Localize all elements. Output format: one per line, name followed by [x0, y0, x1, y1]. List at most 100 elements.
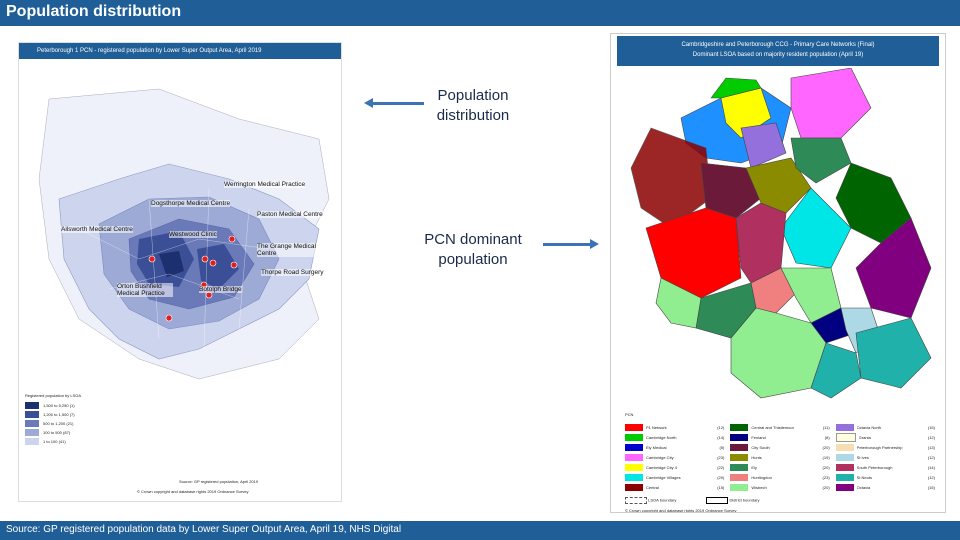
pcn-legend-item: Granta (12) — [835, 432, 935, 442]
pcn-count: (14) — [717, 434, 725, 440]
pcn-legend-item: Cambridge Villages (20) — [625, 473, 724, 481]
legend-row: 1 to 100 (41) — [25, 437, 81, 446]
pcn-name: Central — [646, 484, 659, 490]
arrow-left-icon — [364, 98, 424, 108]
pcn-count: (20) — [822, 444, 830, 450]
pcn-count: (23) — [822, 474, 830, 480]
label-werrington: Werrington Medical Practice — [224, 181, 306, 188]
pcn-name: Peterborough Partnership — [856, 444, 903, 450]
pcn-count: (23) — [717, 454, 725, 460]
pcn-legend-item: Cambridge North (14) — [625, 433, 724, 441]
pcn-count: (12) — [927, 454, 935, 460]
legend-count: (21) — [66, 421, 74, 426]
pcn-count: (8) — [824, 434, 830, 440]
pcn-count: (12) — [717, 424, 725, 430]
pcn-legend-item: Cambridge City 4 (22) — [625, 463, 724, 471]
label-botolph: Botolph Bridge — [199, 286, 242, 293]
pcn-legend-item: Fenland (8) — [730, 433, 830, 441]
pcn-count: (15) — [717, 484, 725, 490]
pcn-count: (12) — [927, 474, 935, 480]
pcn-legend-item: Huntingdon (23) — [730, 473, 830, 481]
pcn-name: South Peterborough — [856, 464, 893, 470]
pcn-count: (19) — [822, 454, 830, 460]
population-map: Peterborough 1 PCN - registered populati… — [18, 42, 342, 502]
population-map-footnote-2: © Crown copyright and database rights 20… — [137, 489, 249, 494]
page-title: Population distribution — [6, 3, 182, 20]
pcn-name: P1 Network — [646, 424, 667, 430]
pcn-count: (12) — [927, 434, 935, 440]
legend-count: (1) — [69, 403, 75, 408]
legend-swatch — [25, 438, 39, 445]
pcn-legend-item: Peterborough Partnership (13) — [835, 443, 935, 451]
pcn-legend-item: City South (20) — [730, 443, 830, 451]
legend-range: 1,200 to 1,500 — [43, 412, 69, 417]
pcn-legend-item: Hunts (19) — [730, 453, 830, 461]
label-thorpe: Thorpe Road Surgery — [261, 269, 324, 276]
district-boundary-label: District boundary — [729, 497, 760, 503]
label-dogsthorpe: Dogsthorpe Medical Centre — [151, 200, 231, 207]
label-westwood: Westwood Clinic — [169, 231, 217, 238]
population-map-footnote-1: Source: GP registered population, April … — [179, 479, 259, 484]
title-bar: Population distribution — [0, 0, 960, 26]
label-ailsworth: Ailsworth Medical Centre — [61, 226, 133, 233]
label-orton: Orton Bushfield Medical Practice — [117, 283, 173, 297]
pcn-name: St Neots — [856, 474, 872, 480]
pcn-callout: PCN dominant population — [424, 231, 522, 268]
pcn-count: (20) — [822, 484, 830, 490]
population-map-title: Peterborough 1 PCN - registered populati… — [19, 43, 341, 59]
legend-range: 500 to 1,200 — [43, 421, 66, 426]
legend-swatch — [25, 411, 39, 418]
legend-row: 100 to 500 (87) — [25, 428, 81, 437]
pcn-name: Granta — [858, 434, 871, 440]
pcn-name: Cambridge City 4 — [646, 464, 677, 470]
legend-row: 500 to 1,200 (21) — [25, 419, 81, 428]
pcn-count: (15) — [927, 424, 935, 430]
pcn-name: Octavia North — [856, 424, 882, 430]
pcn-legend-item: Octavia (15) — [835, 483, 935, 491]
pcn-map-footnote: © Crown copyright and database rights 20… — [625, 508, 737, 513]
lsoa-boundary-label: LSOA boundary — [648, 497, 677, 503]
pcn-count: (5) — [719, 444, 725, 450]
label-paston: Paston Medical Centre — [257, 211, 323, 218]
population-callout: Population distribution — [436, 87, 510, 124]
arrow-right-icon — [543, 239, 599, 249]
population-legend: Registered population by LSOA 1,500 to 5… — [25, 393, 81, 446]
lsoa-boundary-key: LSOA boundary — [625, 497, 676, 504]
legend-swatch — [25, 420, 39, 427]
pcn-legend-grid: P1 Network (12) Central and Thistlemoor (1… — [625, 423, 935, 491]
legend-count: (41) — [58, 439, 66, 444]
pcn-name: Wisbech — [751, 484, 767, 490]
pcn-map-subtitle: Dominant LSOA based on majority resident… — [692, 52, 864, 58]
pcn-legend-item: Octavia North (15) — [835, 423, 935, 431]
source-bar: Source: GP registered population data by… — [0, 521, 960, 540]
pcn-count: (15) — [927, 484, 935, 490]
pcn-legend-item: Ely Medical (5) — [625, 443, 724, 451]
legend-swatch — [25, 429, 39, 436]
pcn-name: Cambridge City — [646, 454, 674, 460]
pcn-map-header: Cambridgeshire and Peterborough CCG - Pr… — [617, 36, 939, 66]
legend-swatch — [25, 402, 39, 409]
legend-row: 1,500 to 5,250 (1) — [25, 401, 81, 410]
pcn-name: Cambridge North — [646, 434, 677, 440]
pcn-name: Fenland — [751, 434, 766, 440]
pcn-legend-item: South Peterborough (14) — [835, 463, 935, 471]
pcn-boundary-key: LSOA boundary District boundary — [625, 497, 935, 504]
pcn-legend: PCN P1 Network (12) Central and Thistlemo… — [625, 412, 935, 513]
pcn-count: (22) — [717, 464, 725, 470]
source-text: Source: GP registered population data by… — [6, 524, 402, 535]
pcn-legend-title: PCN — [625, 412, 634, 417]
pcn-map-graphic — [630, 68, 932, 399]
legend-range: 100 to 500 — [43, 430, 62, 435]
district-boundary-key: District boundary — [706, 497, 760, 504]
pcn-count: (20) — [822, 464, 830, 470]
label-grange: The Grange Medical Centre — [257, 243, 317, 257]
pcn-map: Cambridgeshire and Peterborough CCG - Pr… — [610, 33, 946, 513]
pcn-count: (11) — [822, 424, 830, 430]
pcn-name: Huntingdon — [751, 474, 772, 480]
legend-range: 1 to 100 — [43, 439, 58, 444]
pcn-name: Ely Medical — [646, 444, 667, 450]
population-legend-title: Registered population by LSOA — [25, 393, 82, 398]
pcn-legend-item: St Neots (12) — [835, 473, 935, 481]
pcn-name: Central and Thistlemoor — [751, 424, 794, 430]
pcn-legend-item: Cambridge City (23) — [625, 453, 724, 461]
